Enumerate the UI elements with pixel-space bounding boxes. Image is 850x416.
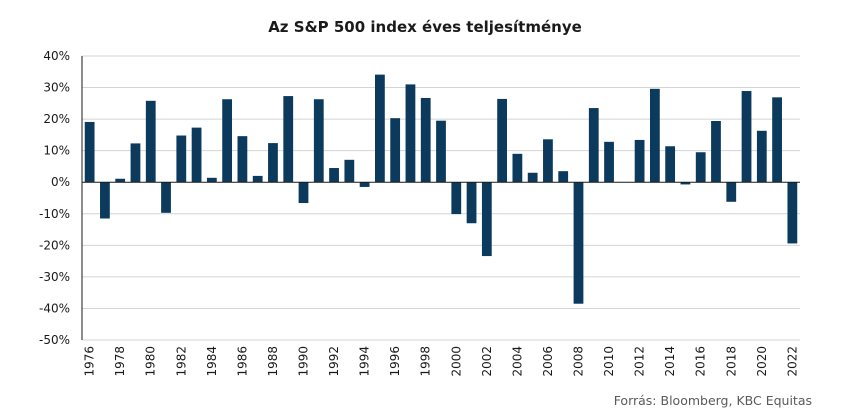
x-tick-label: 1998: [419, 346, 433, 377]
bar-1985: [222, 99, 233, 183]
bar-1976: [84, 121, 95, 183]
gridlines: [82, 55, 800, 341]
bar-2005: [527, 172, 538, 183]
bar-2003: [497, 98, 507, 183]
axes: [81, 56, 800, 340]
bar-2015: [680, 182, 691, 185]
bar-2002: [481, 182, 492, 257]
y-tick-label: -20%: [39, 238, 70, 252]
bar-2004: [512, 153, 523, 183]
bar-2013: [649, 88, 660, 183]
bar-2001: [466, 182, 477, 224]
x-tick-label: 2012: [633, 346, 647, 377]
bar-2008: [573, 182, 584, 304]
y-tick-label: -40%: [39, 301, 70, 315]
y-tick-label: 40%: [43, 49, 70, 63]
bar-2019: [741, 91, 752, 183]
bar-1984: [206, 177, 217, 183]
x-tick-label: 2002: [480, 346, 494, 377]
chart-title: Az S&P 500 index éves teljesítménye: [268, 18, 582, 36]
x-tick-label: 1986: [235, 346, 249, 377]
bar-1992: [329, 168, 339, 183]
bar-2012: [634, 139, 645, 183]
bar-1999: [436, 120, 446, 183]
x-tick-label: 1976: [83, 346, 97, 377]
bar-2020: [756, 130, 767, 183]
x-tick-label: 1988: [266, 346, 280, 377]
y-tick-label: 30%: [43, 81, 70, 95]
bar-1994: [359, 182, 370, 187]
y-tick-label: 10%: [43, 144, 70, 158]
y-tick-labels: 40% 30% 20% 10% 0% -10% -20% -30% -40% -50%: [39, 49, 70, 347]
x-tick-label: 1978: [113, 346, 127, 377]
x-tick-label: 2022: [785, 346, 799, 377]
x-tick-label: 1980: [144, 346, 158, 377]
bar-1979: [130, 143, 141, 183]
bar-2021: [772, 97, 782, 183]
y-tick-label: -30%: [39, 270, 70, 284]
bar-1977: [100, 182, 110, 219]
bar-2010: [604, 141, 614, 183]
bar-2016: [695, 152, 706, 183]
bar-2014: [665, 146, 676, 183]
bar-1988: [268, 143, 278, 183]
bar-1978: [115, 178, 126, 183]
x-tick-label: 2010: [602, 346, 616, 377]
bar-1993: [344, 159, 355, 183]
bar-1981: [161, 182, 171, 213]
bar-2006: [543, 139, 553, 183]
x-tick-label: 1996: [388, 346, 402, 377]
x-tick-label: 2014: [663, 346, 677, 377]
bar-1997: [405, 84, 416, 183]
x-tick-label: 2006: [541, 346, 555, 377]
bar-1987: [252, 175, 263, 183]
x-tick-label: 2016: [694, 346, 708, 377]
x-tick-label: 2018: [724, 346, 738, 377]
bars: [84, 74, 798, 304]
bar-2018: [726, 182, 737, 202]
x-tick-label: 2020: [755, 346, 769, 377]
bar-2017: [711, 121, 721, 183]
x-tick-label: 1984: [205, 346, 219, 377]
bar-1998: [420, 97, 431, 183]
x-tick-label: 1994: [358, 346, 372, 377]
bar-2009: [588, 108, 599, 183]
bar-2000: [451, 182, 462, 215]
x-tick-label: 1982: [174, 346, 188, 377]
source-note: Forrás: Bloomberg, KBC Equitas: [613, 393, 812, 408]
y-tick-label: -10%: [39, 207, 70, 221]
x-tick-label: 1992: [327, 346, 341, 377]
bar-1996: [390, 118, 401, 183]
bar-1983: [191, 127, 202, 183]
bar-1980: [145, 100, 156, 183]
x-tick-labels: 1976 1978 1980 1982 1984 1986 1988 1990 1992 1994…: [83, 346, 800, 377]
x-tick-label: 2000: [449, 346, 463, 377]
bar-1995: [375, 74, 385, 183]
bar-2022: [787, 182, 798, 244]
bar-1991: [313, 99, 324, 183]
x-tick-label: 2004: [510, 346, 524, 377]
bar-1990: [298, 182, 309, 204]
y-tick-label: -50%: [39, 333, 70, 347]
y-tick-label: 20%: [43, 112, 70, 126]
x-tick-label: 1990: [297, 346, 311, 377]
y-tick-label: 0%: [51, 175, 70, 189]
bar-1989: [283, 96, 294, 183]
bar-2007: [558, 171, 569, 183]
bar-1986: [237, 136, 248, 183]
bar-1982: [176, 135, 187, 183]
x-tick-label: 2008: [571, 346, 585, 377]
